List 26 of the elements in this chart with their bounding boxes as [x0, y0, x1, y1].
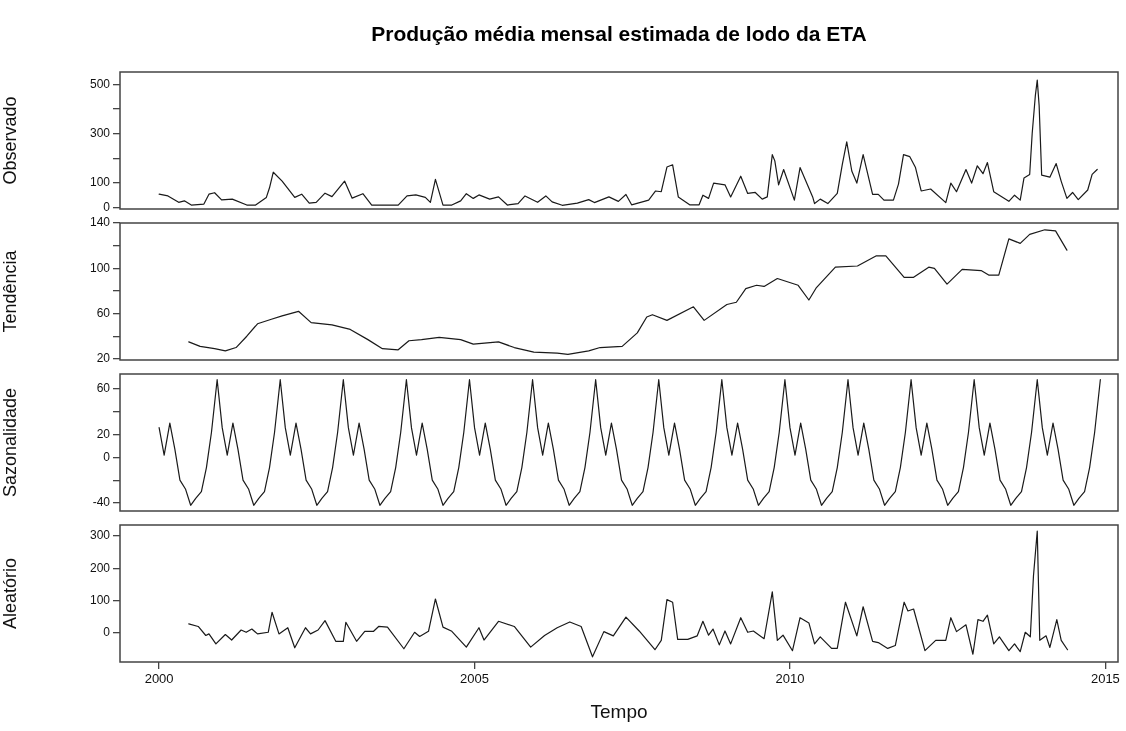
y-tick-label: 60 — [96, 381, 111, 396]
y-tick-label: -40 — [92, 495, 111, 510]
y-tick-label: 20 — [96, 351, 111, 366]
y-tick-label: 0 — [103, 449, 111, 464]
y-tick-label: 300 — [89, 528, 111, 543]
y-tick-label: 0 — [103, 200, 111, 215]
y-tick-label: 500 — [89, 76, 111, 91]
y-tick-label: 140 — [89, 215, 111, 230]
y-tick-label: 200 — [89, 560, 111, 575]
x-tick-label: 2005 — [460, 671, 489, 687]
y-axis-title: Tendência — [0, 249, 20, 333]
x-axis-title: Tempo — [590, 700, 648, 722]
x-tick-label: 2000 — [144, 671, 174, 687]
y-tick-label: 300 — [89, 126, 111, 141]
y-tick-label: 0 — [103, 625, 111, 640]
y-tick-label: 100 — [89, 260, 111, 275]
y-tick-label: 100 — [89, 592, 111, 607]
x-tick-label: 2015 — [1090, 671, 1120, 687]
y-axis-title: Aleatório — [0, 557, 20, 630]
y-tick-label: 20 — [96, 426, 111, 441]
y-tick-label: 60 — [96, 305, 111, 320]
x-tick-label: 2010 — [775, 671, 805, 687]
chart-title: Produção média mensal estimada de lodo da ETA — [370, 22, 868, 46]
y-axis-title: Sazonalidade — [0, 387, 20, 498]
y-tick-label: 100 — [89, 175, 111, 190]
y-axis-title: Observado — [0, 96, 20, 185]
